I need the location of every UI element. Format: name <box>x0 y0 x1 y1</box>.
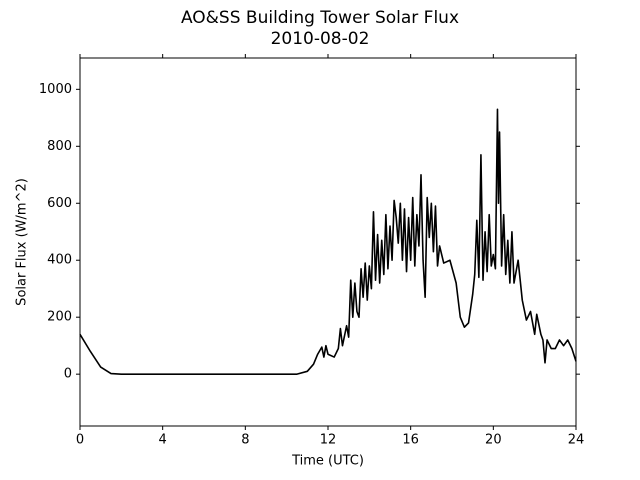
x-tick-label: 16 <box>402 433 419 448</box>
chart-subtitle: 2010-08-02 <box>271 29 370 49</box>
chart-title: AO&SS Building Tower Solar Flux <box>181 8 459 28</box>
y-tick-label: 200 <box>47 310 72 325</box>
y-tick-label: 1000 <box>39 82 72 97</box>
y-tick-label: 800 <box>47 139 72 154</box>
y-axis-label: Solar Flux (W/m^2) <box>15 178 30 306</box>
x-axis-label: Time (UTC) <box>291 454 364 469</box>
data-line <box>79 108 577 375</box>
x-tick-label: 12 <box>320 433 337 448</box>
x-tick-label: 24 <box>568 433 585 448</box>
x-tick-label: 4 <box>159 433 167 448</box>
y-tick-label: 400 <box>47 253 72 268</box>
x-tick-label: 0 <box>76 433 84 448</box>
x-tick-label: 20 <box>485 433 502 448</box>
y-tick-label: 0 <box>64 367 72 382</box>
y-tick-label: 600 <box>47 196 72 211</box>
x-tick-label: 8 <box>241 433 249 448</box>
